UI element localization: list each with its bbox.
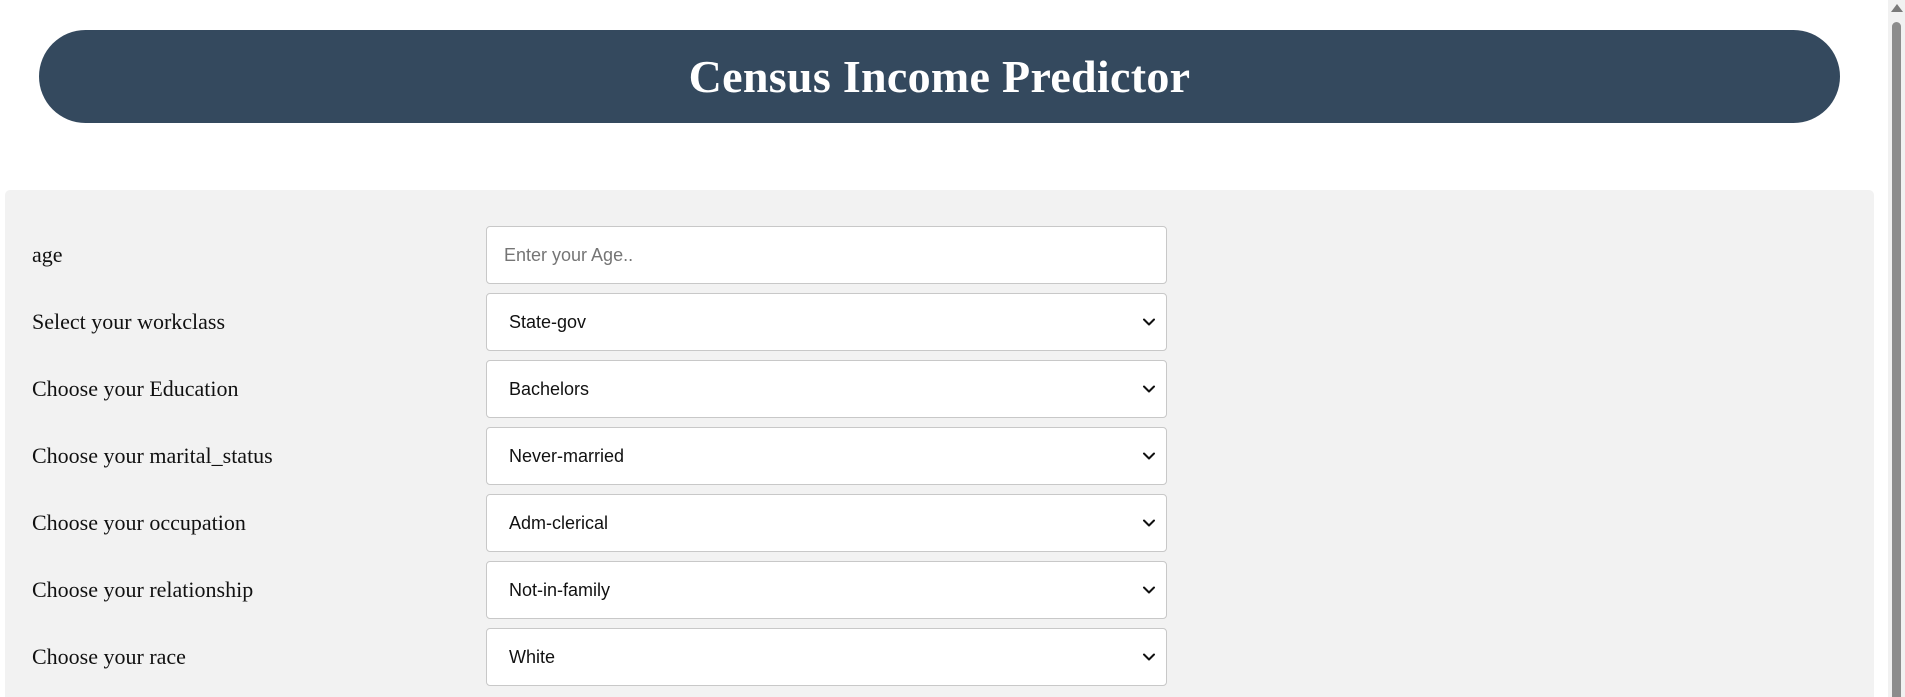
race-selected-value: White bbox=[509, 646, 556, 667]
relationship-label: Choose your relationship bbox=[32, 577, 254, 602]
chevron-down-icon bbox=[1143, 586, 1155, 594]
occupation-selected-value: Adm-clerical bbox=[509, 512, 609, 533]
form-row-age: age bbox=[5, 226, 1874, 284]
page-title: Census Income Predictor bbox=[688, 51, 1191, 102]
occupation-label: Choose your occupation bbox=[32, 510, 246, 535]
form-row-relationship: Choose your relationship Not-in-family bbox=[5, 561, 1874, 619]
race-select[interactable]: White bbox=[486, 628, 1167, 686]
occupation-select[interactable]: Adm-clerical bbox=[486, 494, 1167, 552]
marital-status-selected-value: Never-married bbox=[509, 445, 625, 466]
chevron-down-icon bbox=[1143, 452, 1155, 460]
prediction-form: age Select your workclass State-gov Choo… bbox=[5, 190, 1874, 697]
workclass-label: Select your workclass bbox=[32, 309, 226, 334]
age-label: age bbox=[32, 242, 63, 267]
header-banner: Census Income Predictor bbox=[39, 30, 1840, 123]
relationship-selected-value: Not-in-family bbox=[509, 579, 611, 600]
form-row-marital-status: Choose your marital_status Never-married bbox=[5, 427, 1874, 485]
marital-status-select[interactable]: Never-married bbox=[486, 427, 1167, 485]
education-label: Choose your Education bbox=[32, 376, 239, 401]
education-select[interactable]: Bachelors bbox=[486, 360, 1167, 418]
form-row-occupation: Choose your occupation Adm-clerical bbox=[5, 494, 1874, 552]
chevron-down-icon bbox=[1143, 385, 1155, 393]
age-input[interactable] bbox=[486, 226, 1167, 284]
form-row-education: Choose your Education Bachelors bbox=[5, 360, 1874, 418]
scrollbar-thumb[interactable] bbox=[1892, 22, 1901, 697]
education-selected-value: Bachelors bbox=[509, 378, 590, 399]
form-row-workclass: Select your workclass State-gov bbox=[5, 293, 1874, 351]
form-row-race: Choose your race White bbox=[5, 628, 1874, 686]
workclass-selected-value: State-gov bbox=[509, 311, 587, 332]
race-label: Choose your race bbox=[32, 644, 186, 669]
marital-status-label: Choose your marital_status bbox=[32, 443, 273, 468]
chevron-down-icon bbox=[1143, 653, 1155, 661]
scroll-up-arrow-icon[interactable] bbox=[1891, 4, 1903, 12]
relationship-select[interactable]: Not-in-family bbox=[486, 561, 1167, 619]
workclass-select[interactable]: State-gov bbox=[486, 293, 1167, 351]
chevron-down-icon bbox=[1143, 519, 1155, 527]
vertical-scrollbar[interactable] bbox=[1888, 0, 1905, 697]
chevron-down-icon bbox=[1143, 318, 1155, 326]
